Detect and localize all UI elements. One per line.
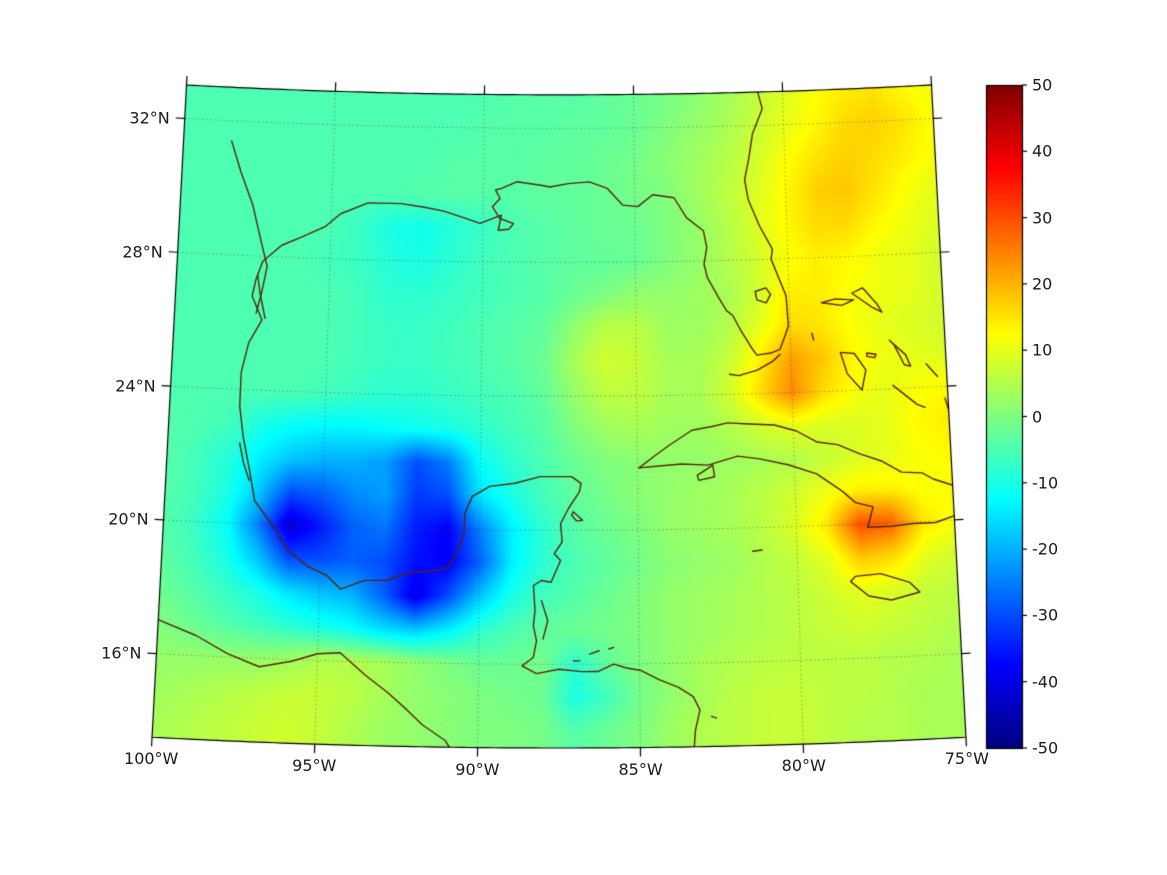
map-plot-canvas — [0, 0, 1167, 875]
map-figure: 100°W 95°W 90°W 85°W 80°W 75°W 32°N 28°N 24°N 20°… — [0, 0, 1167, 875]
